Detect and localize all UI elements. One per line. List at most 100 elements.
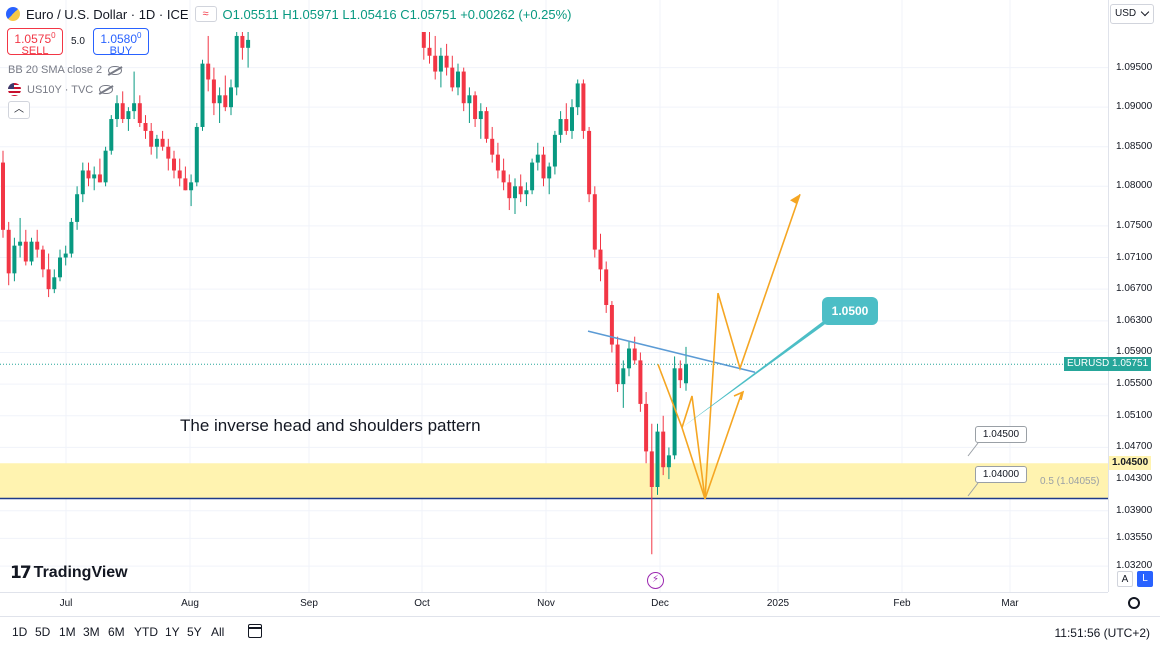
calendar-icon[interactable] [248, 624, 262, 638]
us-flag-icon [8, 83, 21, 96]
spread-value: 5.0 [71, 36, 85, 47]
candle [86, 162, 91, 187]
candle [246, 32, 251, 68]
range-button-all[interactable]: All [211, 625, 225, 639]
candle [552, 130, 557, 175]
candle [52, 269, 57, 294]
candle [109, 115, 114, 155]
indicator-bb[interactable]: BB 20 SMA close 2 [8, 64, 123, 76]
range-button-ytd[interactable]: YTD [134, 625, 158, 639]
time-axis[interactable] [0, 592, 1108, 616]
currency-select[interactable]: USD [1110, 4, 1154, 24]
candle [592, 186, 597, 258]
indicator-us10y[interactable]: US10Y · TVC [8, 83, 114, 96]
price-tick: 1.07500 [1116, 219, 1153, 231]
candle [518, 174, 523, 203]
price-tick: 1.08000 [1116, 180, 1153, 192]
candle [438, 47, 443, 88]
candle [234, 32, 239, 96]
gear-icon[interactable] [1128, 597, 1140, 609]
eye-hidden-icon[interactable] [99, 85, 114, 94]
candle [46, 253, 51, 298]
time-tick: Sep [300, 598, 318, 609]
candle [115, 95, 119, 127]
collapse-legend-button[interactable]: ︿ [8, 101, 30, 119]
candle [421, 32, 426, 60]
candle [495, 142, 500, 179]
candle [166, 138, 171, 171]
symbol-title[interactable]: Euro / U.S. Dollar · 1D · ICE [26, 6, 189, 22]
candle [558, 111, 563, 143]
chart-canvas[interactable] [0, 0, 1108, 592]
ohlc-change: +0.00262 (+0.25%) [460, 6, 572, 22]
candle [206, 35, 211, 92]
price-tick: 1.09500 [1116, 61, 1153, 73]
candle [433, 35, 438, 80]
candle [137, 95, 142, 127]
time-tick: Aug [181, 598, 199, 609]
price-tick: 1.03200 [1116, 560, 1153, 572]
buy-button[interactable]: 1.05800 BUY [92, 28, 149, 57]
candle [450, 55, 455, 92]
range-button-1m[interactable]: 1M [59, 625, 76, 639]
clock: 11:51:56 (UTC+2) [1054, 626, 1151, 640]
candle [501, 158, 506, 191]
range-button-6m[interactable]: 6M [108, 625, 125, 639]
candle [564, 103, 569, 135]
pattern-annotation: The inverse head and shoulders pattern [180, 416, 481, 435]
candle [143, 115, 148, 139]
label-leader-1 [967, 442, 979, 457]
price-axis[interactable] [1108, 0, 1160, 592]
chevron-up-icon: ︿ [14, 104, 24, 115]
candle [154, 134, 159, 159]
range-button-5d[interactable]: 5D [35, 625, 51, 639]
lightning-icon[interactable]: ⚡ [647, 572, 664, 589]
eye-hidden-icon[interactable] [108, 65, 123, 75]
buy-label: BUY [109, 45, 133, 57]
candle [58, 249, 62, 282]
price-tick: 1.03550 [1116, 532, 1153, 544]
price-tick: 1.04300 [1116, 473, 1153, 485]
time-tick: Mar [1001, 598, 1019, 609]
range-button-3m[interactable]: 3M [83, 625, 100, 639]
candle [644, 392, 649, 464]
price-tick: 1.07100 [1116, 251, 1153, 263]
indicator-us10y-label: US10Y · TVC [27, 83, 94, 96]
time-tick: Feb [893, 598, 911, 609]
candle [217, 87, 222, 123]
candle [29, 237, 34, 266]
candle [23, 229, 28, 266]
label-leader-2 [967, 482, 979, 497]
candle [535, 142, 540, 171]
candle [638, 352, 643, 412]
candle [223, 75, 228, 112]
candle [229, 79, 233, 116]
time-tick: Nov [537, 598, 555, 609]
buy-price: 1.0580 [100, 32, 138, 46]
candle [189, 174, 194, 207]
auto-scale-button[interactable]: A [1117, 571, 1133, 587]
euro-flag-icon [6, 7, 20, 21]
candle [490, 126, 495, 163]
logo-text: TradingView [33, 564, 128, 581]
candle [609, 301, 614, 353]
log-scale-button[interactable]: L [1137, 571, 1153, 587]
projection-line [657, 193, 801, 500]
candle [69, 217, 74, 258]
price-label-2: 1.04000 [975, 466, 1027, 483]
sell-button[interactable]: 1.05750 SELL [7, 28, 63, 57]
ohlc-values: O1.05511 H1.05971 L1.05416 C1.05751 +0.0… [223, 7, 572, 22]
candle [12, 237, 17, 282]
range-button-1y[interactable]: 1Y [165, 625, 180, 639]
arrow-head-icon [790, 194, 800, 205]
candle [63, 245, 68, 266]
candle [40, 245, 45, 278]
sell-price-sup: 0 [51, 31, 56, 40]
price-tick: 1.08500 [1116, 140, 1153, 152]
ohlc-high: H1.05971 [282, 6, 339, 22]
price-tick: 1.05100 [1116, 409, 1153, 421]
range-button-1d[interactable]: 1D [12, 625, 28, 639]
range-button-5y[interactable]: 5Y [187, 625, 202, 639]
candle [6, 221, 11, 286]
candle [461, 67, 466, 112]
